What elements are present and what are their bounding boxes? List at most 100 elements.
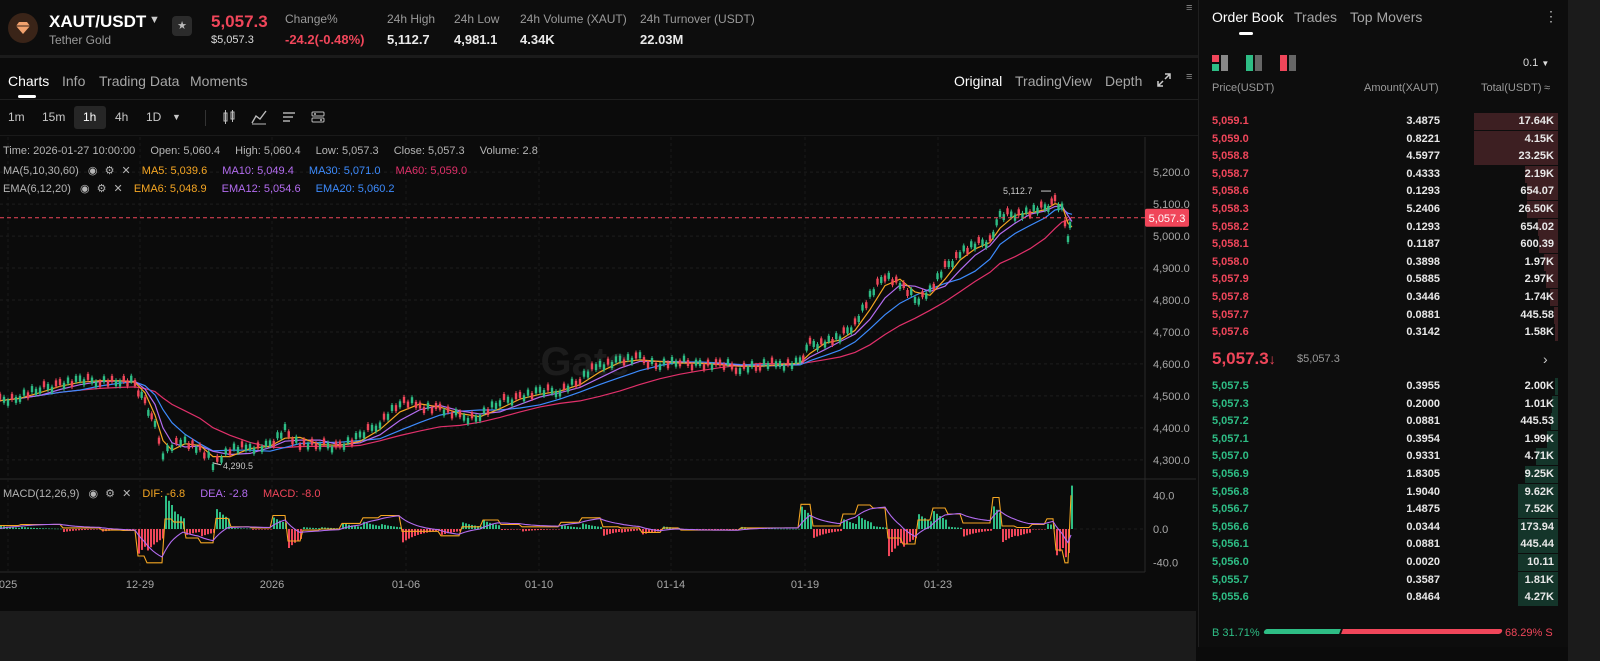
macd-histogram-bar — [981, 529, 983, 532]
interval-15m[interactable]: 15m — [42, 110, 66, 124]
bid-row[interactable]: 5,056.6 0.0344 173.94 — [1212, 518, 1558, 536]
bid-row[interactable]: 5,057.5 0.3955 2.00K — [1212, 378, 1558, 395]
tab-tradingview[interactable]: TradingView — [1015, 73, 1093, 89]
bid-row[interactable]: 5,056.8 1.9040 9.62K — [1212, 483, 1558, 501]
ask-row[interactable]: 5,058.0 0.3898 1.97K — [1212, 253, 1558, 271]
close-icon[interactable]: ✕ — [113, 183, 123, 195]
bid-row[interactable]: 5,055.7 0.3587 1.81K — [1212, 571, 1558, 589]
star-icon[interactable]: ★ — [172, 16, 192, 36]
interval-4h[interactable]: 4h — [115, 110, 129, 124]
high-marker-label: 5,112.7 — [1003, 186, 1032, 196]
more-vertical-icon[interactable]: ⋮ — [1544, 8, 1558, 24]
candle-body — [291, 438, 294, 445]
candle-body — [1032, 204, 1035, 211]
macd-histogram-bar — [18, 527, 20, 529]
ask-row[interactable]: 5,057.6 0.3142 1.58K — [1212, 324, 1558, 342]
settings-icon[interactable]: ⚙ — [96, 183, 107, 195]
tab-trading-data[interactable]: Trading Data — [99, 73, 180, 89]
tab-depth[interactable]: Depth — [1105, 73, 1143, 89]
tab-original[interactable]: Original — [954, 73, 1003, 89]
bid-row[interactable]: 5,056.0 0.0020 10.11 — [1212, 554, 1558, 571]
settings-icon[interactable]: ⚙ — [104, 165, 115, 177]
macd-histogram-bar — [885, 527, 887, 529]
stat-24h-turnover: 24h Turnover (USDT) 22.03M — [640, 12, 755, 47]
candle-body — [462, 414, 466, 421]
macd-histogram-bar — [147, 529, 149, 551]
tab-top-movers[interactable]: Top Movers — [1350, 9, 1423, 25]
more-icon[interactable]: ≡ — [1186, 2, 1193, 14]
bid-row[interactable]: 5,055.6 0.8464 4.27K — [1212, 589, 1558, 607]
tab-underline — [18, 95, 36, 98]
view-both-icon[interactable] — [1212, 55, 1228, 71]
ma30-value: MA30: 5,071.0 — [308, 165, 381, 177]
depth-bar — [1552, 395, 1558, 413]
candlestick-icon[interactable] — [221, 109, 239, 125]
precision-select[interactable]: 0.1 ▼ — [1523, 57, 1550, 69]
candle-body — [268, 440, 272, 447]
tab-trades[interactable]: Trades — [1294, 9, 1338, 25]
more-icon[interactable]: ≡ — [1186, 71, 1193, 83]
view-asks-icon[interactable] — [1280, 55, 1296, 71]
ohlc-legend: Time: 2026-01-27 10:00:00 Open: 5,060.4 … — [3, 145, 550, 157]
eye-icon[interactable]: ◉ — [87, 165, 98, 177]
ask-row[interactable]: 5,057.9 0.5885 2.97K — [1212, 271, 1558, 289]
depth-bar — [1518, 536, 1558, 554]
interval-1m[interactable]: 1m — [8, 110, 25, 124]
candle-body — [502, 394, 506, 401]
chart-scrollbar[interactable] — [1184, 0, 1196, 611]
pair-name[interactable]: XAUT/USDT — [49, 12, 147, 31]
interval-1d[interactable]: 1D — [146, 110, 162, 124]
chevron-right-icon[interactable]: › — [1543, 351, 1548, 367]
macd-histogram-bar — [492, 523, 494, 529]
eye-icon[interactable]: ◉ — [79, 183, 90, 195]
tab-order-book[interactable]: Order Book — [1212, 9, 1284, 25]
y-tick-label: 4,500.0 — [1153, 391, 1190, 403]
bid-row[interactable]: 5,056.9 1.8305 9.25K — [1212, 466, 1558, 483]
ask-row[interactable]: 5,058.7 0.4333 2.19K — [1212, 165, 1558, 183]
indicator-icon[interactable] — [251, 109, 269, 125]
ask-row[interactable]: 5,057.8 0.3446 1.74K — [1212, 289, 1558, 306]
bid-row[interactable]: 5,056.1 0.0881 445.44 — [1212, 536, 1558, 554]
ask-row[interactable]: 5,058.3 5.2406 26.50K — [1212, 201, 1558, 218]
swap-icon[interactable]: ≈ — [1544, 82, 1551, 94]
ask-row[interactable]: 5,058.6 0.1293 654.07 — [1212, 183, 1558, 201]
settings-icon[interactable]: ⚙ — [105, 488, 116, 500]
close-icon[interactable]: ✕ — [122, 488, 132, 500]
macd-histogram-bar — [705, 529, 707, 530]
ask-row[interactable]: 5,059.0 0.8221 4.15K — [1212, 130, 1558, 148]
caret-down-icon[interactable]: ▼ — [172, 112, 181, 122]
ask-row[interactable]: 5,058.2 0.1293 654.02 — [1212, 218, 1558, 236]
drawing-tools-icon[interactable] — [281, 109, 299, 125]
ask-row[interactable]: 5,059.1 3.4875 17.64K — [1212, 113, 1558, 130]
chart-canvas[interactable]: 5,200.0 5,100.0 5,000.0 4,900.0 4,800.0 4,700… — [0, 137, 1196, 610]
view-bids-icon[interactable] — [1246, 55, 1262, 71]
macd-histogram-bar — [786, 528, 788, 530]
macd-histogram-bar — [354, 525, 356, 529]
caret-down-icon[interactable]: ▼ — [149, 14, 160, 26]
candle-body — [482, 407, 486, 414]
tab-info[interactable]: Info — [62, 73, 86, 89]
bid-row[interactable]: 5,057.3 0.2000 1.01K — [1212, 395, 1558, 413]
bid-row[interactable]: 5,057.0 0.9331 4.71K — [1212, 448, 1558, 466]
expand-icon[interactable] — [1157, 73, 1171, 87]
interval-1h[interactable]: 1h — [83, 110, 97, 124]
close-icon[interactable]: ✕ — [121, 165, 131, 177]
bid-row[interactable]: 5,057.2 0.0881 445.53 — [1212, 413, 1558, 431]
depth-bar — [1474, 113, 1558, 130]
tab-moments[interactable]: Moments — [190, 73, 248, 89]
eye-icon[interactable]: ◉ — [88, 488, 99, 500]
macd-histogram-bar — [1020, 529, 1022, 536]
row-amount: 0.0881 — [1406, 308, 1440, 321]
macd-histogram-bar — [207, 529, 209, 535]
tab-charts[interactable]: Charts — [8, 73, 50, 89]
ask-row[interactable]: 5,058.1 0.1187 600.39 — [1212, 236, 1558, 254]
bid-row[interactable]: 5,057.1 0.3954 1.99K — [1212, 430, 1558, 448]
price-chart[interactable]: 5,200.0 5,100.0 5,000.0 4,900.0 4,800.0 4,700… — [0, 137, 1196, 610]
ask-row[interactable]: 5,057.7 0.0881 445.58 — [1212, 306, 1558, 324]
candle-body — [802, 355, 805, 362]
macd-histogram-bar — [183, 518, 185, 529]
ask-row[interactable]: 5,058.8 4.5977 23.25K — [1212, 148, 1558, 166]
bid-row[interactable]: 5,056.7 1.4875 7.52K — [1212, 501, 1558, 519]
macd-histogram-bar — [168, 500, 170, 529]
settings-icon[interactable] — [310, 109, 328, 125]
